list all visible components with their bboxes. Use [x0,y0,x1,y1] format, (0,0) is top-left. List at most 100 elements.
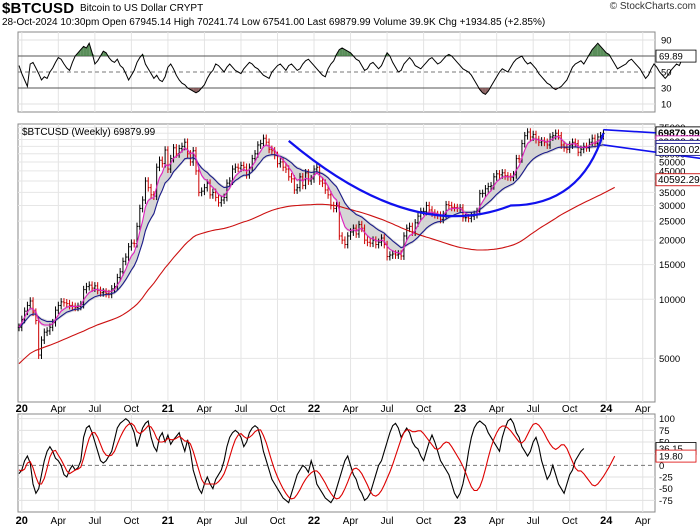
stoch-y-tick-label: -50 [659,484,673,495]
price-bar [363,224,366,245]
price-value-box [655,173,700,187]
price-x-tick-label: Apr [635,404,651,415]
price-bar [175,144,178,158]
price-bar [121,257,125,276]
stoch-x-tick-label: 22 [308,515,320,527]
price-y-tick-label: 45000 [659,166,685,177]
price-x-tick-label: Jul [88,404,101,415]
price-bar [419,207,422,221]
price-bar [529,128,532,141]
price-bar [298,173,302,192]
rsi-y-tick-label: 10 [661,100,672,111]
price-bar [450,201,453,212]
price-bar [192,147,195,166]
stoch-d-line [18,422,616,500]
stoch-x-tick-label: 21 [162,515,174,527]
stoch-k-line [18,417,585,504]
stoch-x-tick-label: 23 [454,515,466,527]
price-value-label: 58600.02 [658,145,700,156]
stoch-x-tick-label: Apr [51,516,67,527]
ema-slow-line [18,144,604,328]
stoch-d-value-label: 19.80 [659,452,683,463]
price-bar [484,185,487,198]
stoch-x-tick-label: Apr [343,516,359,527]
price-bar [43,328,46,344]
price-y-tick-label: 15000 [659,260,685,271]
price-bar [197,167,201,197]
price-bar [554,129,557,140]
price-x-tick-label: 24 [600,403,613,415]
price-bar [155,163,158,201]
price-bar [54,306,57,327]
price-bar [284,163,288,173]
cup-annotation-curve [288,132,605,218]
price-bar [326,186,330,199]
rsi-overbought-fill [80,46,84,56]
price-bar [405,224,408,240]
price-bar [104,288,108,298]
rsi-overbought-fill [83,46,87,56]
price-bar [265,134,268,147]
price-bar [495,170,498,181]
price-bar [45,327,49,337]
price-bar [144,177,147,204]
price-bar [234,163,237,173]
price-bar [290,173,293,183]
price-x-tick-label: 20 [16,403,28,415]
price-bar [211,188,215,199]
price-bar [262,134,265,148]
price-bar [225,179,229,202]
price-bar [366,236,369,247]
price-bar [481,189,484,198]
price-x-tick-label: Jul [381,404,394,415]
stochastic-panel [17,413,656,513]
stoch-x-tick-label: Jul [88,516,101,527]
handle-lower-trendline [603,144,700,160]
price-bar [447,200,451,210]
price-bar [295,183,299,194]
stoch-x-tick-label: Oct [416,516,432,527]
price-bar [576,139,580,157]
price-bar [127,243,130,261]
price-bar [236,163,240,173]
price-value-label: 40592.29 [658,175,700,186]
price-x-tick-label: 21 [162,403,174,415]
price-bar [270,145,274,155]
rsi-overbought-fill [597,43,601,56]
price-bar [82,285,85,309]
rsi-overbought-fill [603,49,607,56]
price-bar [515,154,518,179]
price-bar [65,298,68,308]
price-bar [321,177,324,188]
price-bar [523,131,526,148]
stoch-y-tick-label: -25 [659,473,673,484]
price-bar [388,251,392,261]
price-bar [93,282,97,293]
price-bar [141,196,144,213]
rsi-y-tick-label: 50 [661,68,672,79]
price-y-tick-label: 35000 [659,188,685,199]
price-panel [17,123,656,403]
price-bar [293,175,296,194]
stoch-x-tick-label: Oct [562,516,578,527]
price-y-tick-label: 30000 [659,201,685,212]
price-x-tick-label: Oct [270,404,286,415]
price-x-tick-label: Apr [197,404,213,415]
rsi-overbought-fill [78,49,81,56]
rsi-overbought-fill [86,43,90,56]
rsi-oversold-fill [193,88,197,93]
price-bar [217,193,220,207]
stoch-x-tick-label: Jul [527,516,540,527]
price-bar [346,232,349,249]
price-bar [279,158,282,168]
price-bar [220,196,223,207]
price-bar [206,179,209,192]
price-bar [517,154,521,163]
price-bar [489,182,493,191]
price-bar [560,131,563,149]
price-value-box [655,142,700,156]
price-bar [259,139,262,149]
stoch-y-tick-label: -75 [659,496,673,507]
price-x-tick-label: Oct [124,404,140,415]
